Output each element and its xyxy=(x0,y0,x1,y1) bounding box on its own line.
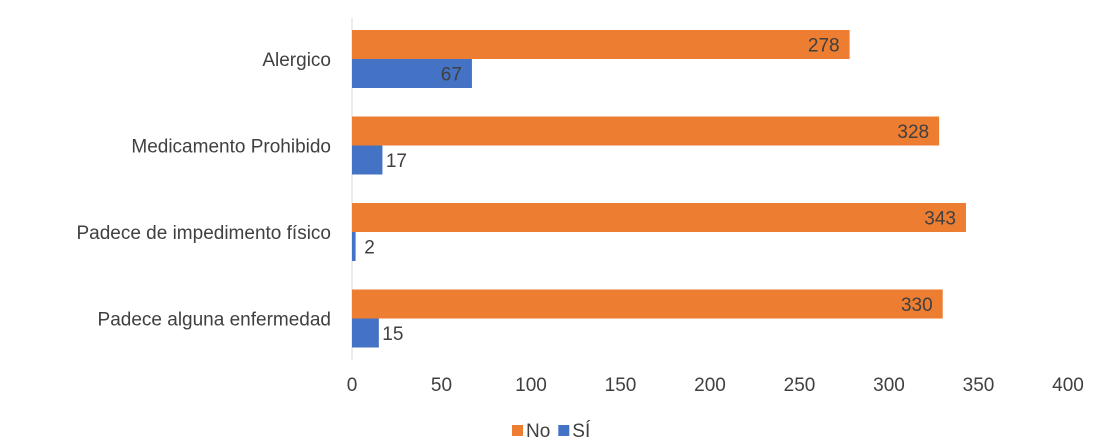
data-label-no-2: 328 xyxy=(897,122,929,143)
bar-s-3 xyxy=(352,232,356,261)
data-label-no-1: 278 xyxy=(808,36,840,57)
x-tick-label-0: 0 xyxy=(347,375,358,396)
category-label-2: Medicamento Prohibido xyxy=(131,137,331,158)
data-label-no-4: 330 xyxy=(901,295,933,316)
bars-group: 278 67 328 17 343 2 330 15 xyxy=(352,30,966,348)
x-tick-label-2: 100 xyxy=(515,375,547,396)
legend-swatch-s xyxy=(558,425,570,436)
x-tick-label-1: 50 xyxy=(431,375,452,396)
bar-s-2 xyxy=(352,145,383,175)
value-axis-ticks: 0 50 100 150 200 250 300 350 400 xyxy=(347,375,1084,396)
category-label-1: Alergico xyxy=(262,50,331,71)
category-labels: Alergico Medicamento Prohibido Padece de i… xyxy=(76,50,331,331)
x-tick-label-6: 300 xyxy=(873,375,905,396)
legend-swatch-no xyxy=(512,425,523,436)
category-label-4: Padece alguna enfermedad xyxy=(98,310,331,331)
bar-s-1 xyxy=(352,59,472,88)
bar-no-4 xyxy=(352,289,943,319)
bar-s-4 xyxy=(352,318,379,348)
x-tick-label-7: 350 xyxy=(963,375,995,396)
x-tick-label-5: 250 xyxy=(784,375,816,396)
bar-no-1 xyxy=(352,30,850,59)
bar-no-2 xyxy=(352,116,940,146)
legend-label-no: No xyxy=(526,421,550,442)
legend-label-s: SÍ xyxy=(572,421,591,442)
x-tick-label-4: 200 xyxy=(694,375,726,396)
data-label-s-2: 17 xyxy=(386,151,407,172)
data-label-s-3: 2 xyxy=(364,238,375,259)
x-tick-label-3: 150 xyxy=(605,375,637,396)
category-label-3: Padece de impedimento físico xyxy=(76,223,331,244)
data-label-no-3: 343 xyxy=(924,209,956,230)
data-label-s-1: 67 xyxy=(441,65,462,86)
bar-no-3 xyxy=(352,203,966,232)
x-tick-label-8: 400 xyxy=(1052,375,1084,396)
data-label-s-4: 15 xyxy=(382,324,403,345)
legend: No SÍ xyxy=(512,421,591,442)
